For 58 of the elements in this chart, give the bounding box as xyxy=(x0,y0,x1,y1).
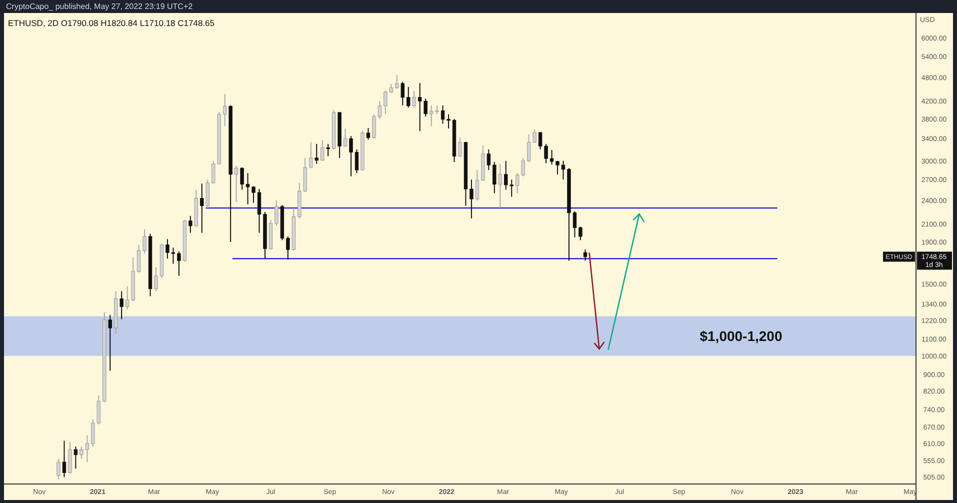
candlestick xyxy=(395,74,399,90)
candlestick xyxy=(206,179,210,209)
candlestick xyxy=(125,286,130,310)
candlestick xyxy=(62,440,66,478)
candlestick xyxy=(166,238,170,260)
candlestick xyxy=(142,228,146,254)
candlestick xyxy=(572,210,577,238)
candlestick xyxy=(68,442,72,474)
candlestick xyxy=(538,131,542,150)
candlestick xyxy=(177,251,181,276)
candlestick xyxy=(372,114,376,140)
candlestick xyxy=(354,148,359,174)
candlestick xyxy=(343,128,348,148)
candlestick xyxy=(252,186,256,204)
candlestick xyxy=(234,165,238,202)
chart-subtitle: CryptoCapo_ published, May 27, 2022 23:19 UTC+2 xyxy=(6,2,194,11)
candlestick xyxy=(544,143,548,164)
candlestick xyxy=(314,143,318,164)
candlestick xyxy=(412,90,416,108)
candlestick xyxy=(458,137,462,158)
candlestick xyxy=(349,136,353,177)
candlestick xyxy=(561,160,566,180)
candlestick xyxy=(400,81,404,106)
candlestick xyxy=(200,183,204,234)
candlestick xyxy=(440,104,445,124)
candlestick xyxy=(498,163,502,209)
candlestick xyxy=(556,160,560,175)
candlestick xyxy=(154,266,158,292)
candlestick xyxy=(274,200,278,226)
candlestick xyxy=(222,94,227,127)
candlestick xyxy=(366,128,370,140)
candlestick xyxy=(326,143,330,157)
text: ETHUSD, 2D O1790.08 H1820.84 L1710.18 C1748.65 xyxy=(8,18,215,28)
candlestick xyxy=(246,172,250,205)
candlestick xyxy=(120,290,124,320)
candlestick xyxy=(240,167,244,190)
candlestick xyxy=(486,148,491,170)
candlestick xyxy=(378,100,382,120)
candlestick xyxy=(56,458,60,480)
candlestick xyxy=(492,162,496,194)
candlestick xyxy=(475,169,480,201)
candlestick xyxy=(257,188,262,234)
candlestick xyxy=(578,226,582,241)
candlestick xyxy=(286,236,290,260)
candlestick xyxy=(309,142,313,169)
candlestick xyxy=(171,247,176,264)
candlestick xyxy=(470,179,474,219)
candlestick xyxy=(74,446,78,470)
candlestick xyxy=(406,86,410,108)
candlestick xyxy=(320,140,324,162)
candlestick xyxy=(188,215,192,234)
candlestick xyxy=(550,149,554,165)
candlestick xyxy=(583,249,588,262)
candlestick xyxy=(446,114,450,129)
band-label: $1,000-1,200 xyxy=(700,328,782,344)
candlestick xyxy=(136,244,141,273)
candlestick xyxy=(108,314,112,372)
candlestick xyxy=(429,104,434,127)
